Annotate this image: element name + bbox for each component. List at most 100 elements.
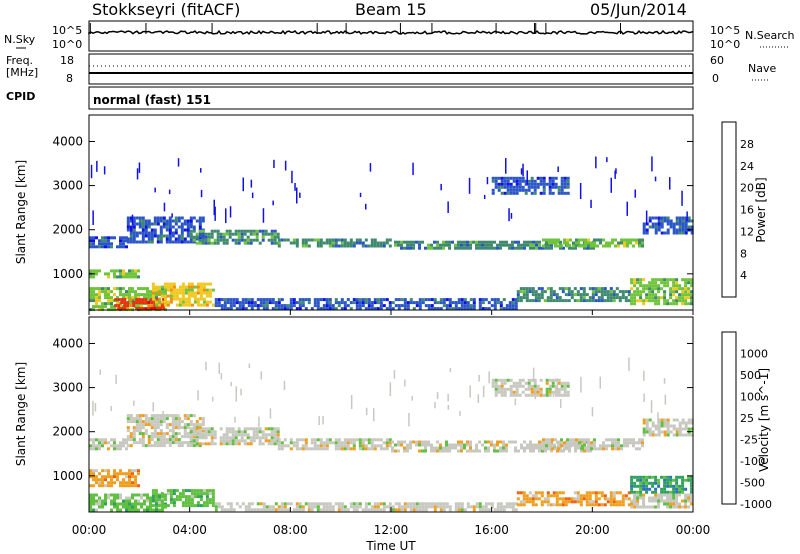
echo-cell xyxy=(564,299,568,303)
echo-cell xyxy=(463,304,467,308)
echo-cell xyxy=(633,290,637,294)
echo-cell xyxy=(567,500,571,504)
echo-cell xyxy=(505,449,508,453)
echo-cell xyxy=(104,438,107,442)
echo-cell xyxy=(669,290,673,294)
echo-cell xyxy=(286,502,290,506)
echo-cell xyxy=(361,438,365,442)
echo-cell xyxy=(319,244,323,248)
echo-cell xyxy=(240,430,244,434)
y-tick-label: 1000 xyxy=(52,469,83,483)
echo-cell xyxy=(343,304,347,308)
echo-cell xyxy=(364,447,368,451)
echo-cell xyxy=(92,287,95,291)
echo-cell xyxy=(169,288,173,292)
echo-cell xyxy=(222,232,226,236)
echo-cell xyxy=(555,491,559,495)
echo-cell xyxy=(516,290,520,294)
echo-cell xyxy=(687,225,691,229)
echo-cell xyxy=(512,176,516,180)
freq-label-1: Freq. xyxy=(6,54,33,67)
echo-cell xyxy=(277,238,281,242)
echo-cell xyxy=(579,494,583,498)
echo-cell xyxy=(141,423,145,427)
echo-cell xyxy=(196,495,200,499)
echo-cell xyxy=(645,475,649,479)
echo-cell xyxy=(678,293,682,297)
echo-cell xyxy=(131,496,134,500)
echo-cell xyxy=(92,472,95,476)
colorbar-tick-label: -1000 xyxy=(740,498,772,511)
echo-cell xyxy=(505,443,508,447)
echo-cell xyxy=(630,281,634,285)
echo-cell xyxy=(681,302,685,306)
echo-cell xyxy=(301,508,305,512)
echo-cell xyxy=(551,241,554,245)
echo-cell xyxy=(648,216,652,220)
echo-cell xyxy=(98,484,101,488)
echo-cell xyxy=(243,238,247,242)
echo-cell xyxy=(563,381,567,385)
echo-cell xyxy=(639,284,643,288)
echo-cell xyxy=(379,508,383,512)
echo-cell xyxy=(639,290,643,294)
echo-cell xyxy=(639,505,643,509)
echo-cell xyxy=(509,390,513,394)
echo-cell xyxy=(540,290,544,294)
echo-cell xyxy=(519,290,523,294)
echo-streak xyxy=(469,385,471,398)
echo-cell xyxy=(141,414,145,418)
echo-streak xyxy=(213,199,215,216)
echo-region-3 xyxy=(277,238,392,248)
echo-cell xyxy=(624,296,628,300)
echo-cell xyxy=(385,505,389,509)
echo-cell xyxy=(129,225,133,229)
echo-cell xyxy=(427,440,430,444)
echo-cell xyxy=(542,238,545,242)
echo-cell xyxy=(280,307,284,311)
echo-cell xyxy=(409,440,412,444)
echo-cell xyxy=(418,304,422,308)
echo-cell xyxy=(442,502,446,506)
echo-cell xyxy=(110,438,113,442)
echo-streak xyxy=(606,157,608,163)
echo-cell xyxy=(678,505,682,509)
echo-cell xyxy=(201,229,205,233)
echo-cell xyxy=(255,235,259,239)
echo-cell xyxy=(159,234,163,238)
echo-cell xyxy=(198,429,202,433)
echo-streak xyxy=(365,203,367,210)
echo-cell xyxy=(585,293,589,297)
echo-cell xyxy=(554,447,557,451)
echo-cell xyxy=(89,493,92,497)
echo-cell xyxy=(131,299,134,303)
echo-cell xyxy=(352,298,356,302)
echo-cell xyxy=(391,449,394,453)
echo-cell xyxy=(415,508,419,512)
echo-cell xyxy=(515,182,519,186)
echo-cell xyxy=(403,307,407,311)
echo-cell xyxy=(472,240,475,244)
echo-cell xyxy=(259,508,263,512)
echo-cell xyxy=(572,244,575,248)
echo-cell xyxy=(657,287,661,291)
echo-cell xyxy=(534,296,538,300)
echo-cell xyxy=(307,447,311,451)
colorbar-tick-label: -500 xyxy=(740,477,765,490)
echo-cell xyxy=(466,240,469,244)
echo-cell xyxy=(370,505,374,509)
echo-cell xyxy=(555,494,559,498)
echo-cell xyxy=(527,387,531,391)
echo-cell xyxy=(193,489,197,493)
echo-cell xyxy=(567,497,571,501)
echo-cell xyxy=(669,481,673,485)
echo-cell xyxy=(166,300,170,304)
echo-cell xyxy=(578,244,581,248)
echo-cell xyxy=(116,447,119,451)
echo-cell xyxy=(645,299,649,303)
echo-cell xyxy=(92,496,95,500)
echo-cell xyxy=(636,287,640,291)
echo-cell xyxy=(445,446,448,450)
echo-cell xyxy=(666,216,670,220)
echo-cell xyxy=(612,293,616,297)
